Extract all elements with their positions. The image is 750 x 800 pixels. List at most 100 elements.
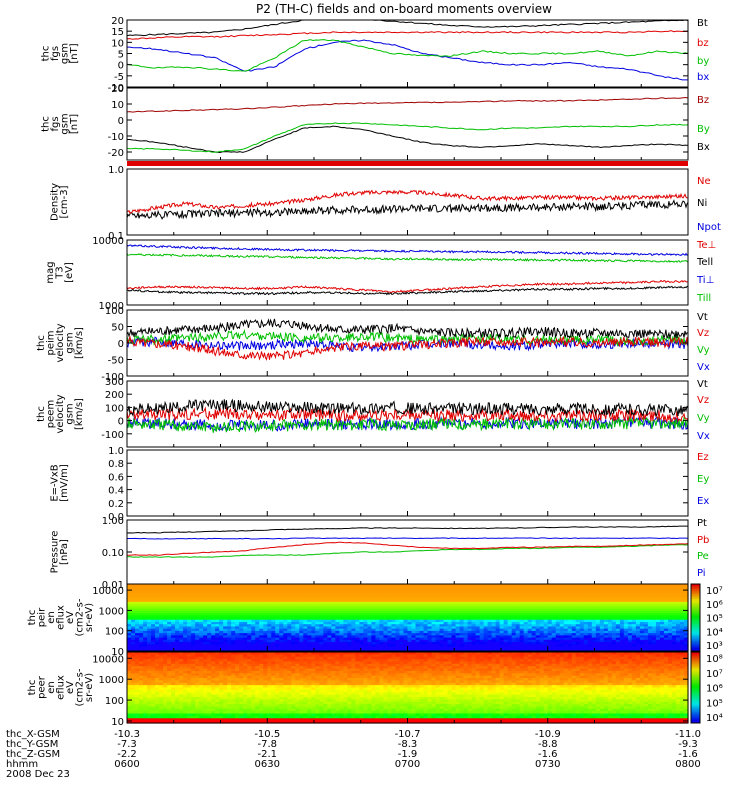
heatmap-cell xyxy=(359,621,365,625)
heatmap-cell xyxy=(179,592,184,596)
heatmap-cell xyxy=(147,680,152,684)
heatmap-cell xyxy=(579,608,585,612)
heatmap-cell xyxy=(619,597,625,601)
heatmap-cell xyxy=(607,639,613,643)
heatmap-cell xyxy=(351,617,357,621)
heatmap-cell xyxy=(471,617,477,621)
panel-ylabel: [nPa] xyxy=(59,539,70,565)
heatmap-cell xyxy=(163,621,168,625)
heatmap-cell xyxy=(371,635,377,639)
heatmap-cell xyxy=(155,604,160,607)
heatmap-cell xyxy=(683,646,689,650)
heatmap-cell xyxy=(247,628,252,632)
heatmap-cell xyxy=(231,644,236,648)
heatmap-cell xyxy=(551,624,557,628)
heatmap-cell xyxy=(459,604,465,607)
heatmap-cell xyxy=(163,715,168,719)
heatmap-cell xyxy=(571,588,577,592)
heatmap-cell xyxy=(567,599,573,603)
panel-ylabel: (cm2-s- xyxy=(75,668,86,706)
heatmap-cell xyxy=(167,704,172,708)
heatmap-cell xyxy=(271,648,276,652)
heatmap-cell xyxy=(607,621,613,625)
heatmap-cell xyxy=(171,624,176,628)
heatmap-cell xyxy=(175,666,180,670)
heatmap-cell xyxy=(443,639,449,643)
heatmap-cell xyxy=(615,628,621,632)
heatmap-cell xyxy=(287,648,292,652)
heatmap-cell xyxy=(603,630,609,634)
heatmap-cell xyxy=(215,648,220,652)
heatmap-cell xyxy=(543,584,549,587)
heatmap-cell xyxy=(399,599,405,603)
heatmap-cell xyxy=(547,601,553,605)
heatmap-cell xyxy=(455,590,461,594)
heatmap-cell xyxy=(199,586,204,590)
heatmap-cell xyxy=(243,630,248,634)
heatmap-cell xyxy=(403,648,409,652)
heatmap-cell xyxy=(459,584,465,587)
heatmap-cell xyxy=(263,617,268,621)
heatmap-cell xyxy=(151,670,156,674)
heatmap-cell xyxy=(355,646,361,650)
heatmap-cell xyxy=(647,630,653,634)
heatmap-cell xyxy=(599,633,605,636)
heatmap-cell xyxy=(151,666,156,670)
heatmap-cell xyxy=(131,642,136,645)
heatmap-cell xyxy=(159,628,164,632)
heatmap-cell xyxy=(247,615,252,619)
heatmap-cell xyxy=(639,635,645,639)
heatmap-cell xyxy=(179,661,184,665)
heatmap-cell xyxy=(155,682,160,686)
heatmap-cell xyxy=(283,588,288,592)
heatmap-cell xyxy=(607,617,613,621)
heatmap-cell xyxy=(435,586,441,590)
heatmap-cell xyxy=(631,617,637,621)
heatmap-cell xyxy=(507,626,513,630)
heatmap-cell xyxy=(139,675,144,679)
heatmap-cell xyxy=(275,599,280,603)
heatmap-cell xyxy=(275,586,280,590)
heatmap-cell xyxy=(263,633,268,636)
heatmap-cell xyxy=(167,604,172,607)
heatmap-cell xyxy=(587,639,593,643)
heatmap-cell xyxy=(383,637,389,641)
heatmap-cell xyxy=(419,597,425,601)
heatmap-cell xyxy=(323,642,328,645)
heatmap-cell xyxy=(503,592,509,596)
heatmap-cell xyxy=(515,624,521,628)
heatmap-cell xyxy=(275,630,280,634)
heatmap-cell xyxy=(675,642,681,645)
heatmap-cell xyxy=(579,639,585,643)
heatmap-cell xyxy=(631,624,637,628)
panel-ylabel: peer xyxy=(37,675,48,699)
heatmap-cell xyxy=(571,642,577,645)
heatmap-cell xyxy=(211,628,216,632)
heatmap-cell xyxy=(583,617,589,621)
heatmap-cell xyxy=(387,639,393,643)
heatmap-cell xyxy=(619,584,625,587)
heatmap-cell xyxy=(203,639,208,643)
heatmap-cell xyxy=(343,613,348,616)
heatmap-cell xyxy=(343,617,348,621)
heatmap-cell xyxy=(375,619,381,623)
heatmap-cell xyxy=(399,584,405,587)
heatmap-cell xyxy=(255,613,260,616)
heatmap-cell xyxy=(159,666,164,670)
heatmap-cell xyxy=(455,626,461,630)
heatmap-cell xyxy=(163,687,168,691)
heatmap-cell xyxy=(491,613,497,616)
heatmap-cell xyxy=(675,588,681,592)
heatmap-cell xyxy=(455,630,461,634)
heatmap-cell xyxy=(647,613,653,616)
heatmap-cell xyxy=(207,592,212,596)
heatmap-cell xyxy=(671,648,677,652)
heatmap-cell xyxy=(247,613,252,616)
heatmap-cell xyxy=(271,604,276,607)
heatmap-cell xyxy=(387,608,393,612)
heatmap-cell xyxy=(275,628,280,632)
heatmap-cell xyxy=(403,617,409,621)
heatmap-cell xyxy=(427,604,433,607)
heatmap-cell xyxy=(415,635,421,639)
heatmap-cell xyxy=(655,648,661,652)
